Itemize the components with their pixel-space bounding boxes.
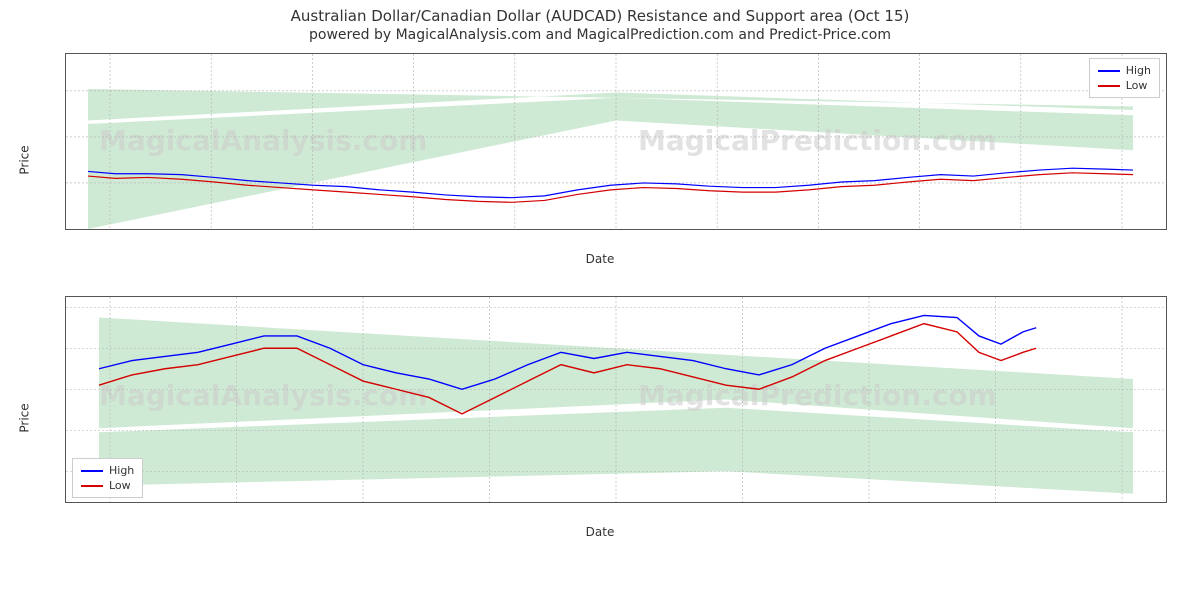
legend-label-low: Low bbox=[109, 479, 131, 492]
legend-label-high: High bbox=[109, 464, 134, 477]
legend-item-low: Low bbox=[1098, 78, 1151, 93]
plot-area-bottom: MagicalAnalysis.com MagicalPrediction.co… bbox=[65, 296, 1167, 503]
plot-area-top: MagicalAnalysis.com MagicalPrediction.co… bbox=[65, 53, 1167, 230]
legend-swatch-high bbox=[81, 470, 103, 472]
y-axis-label-top: Price bbox=[18, 145, 32, 174]
legend-top: High Low bbox=[1089, 58, 1160, 98]
chart-bottom: Price MagicalAnalysis.com MagicalPredict… bbox=[10, 296, 1190, 539]
legend-label-low: Low bbox=[1126, 79, 1148, 92]
legend-label-high: High bbox=[1126, 64, 1151, 77]
x-axis-label-top: Date bbox=[10, 252, 1190, 266]
y-axis-label-bottom: Price bbox=[18, 403, 32, 432]
legend-item-low: Low bbox=[81, 478, 134, 493]
chart-subtitle: powered by MagicalAnalysis.com and Magic… bbox=[10, 27, 1190, 43]
legend-item-high: High bbox=[1098, 63, 1151, 78]
x-axis-label-bottom: Date bbox=[10, 525, 1190, 539]
chart-title: Australian Dollar/Canadian Dollar (AUDCA… bbox=[10, 7, 1190, 25]
chart-top: Price MagicalAnalysis.com MagicalPredict… bbox=[10, 53, 1190, 266]
legend-swatch-low bbox=[1098, 85, 1120, 87]
legend-bottom: High Low bbox=[72, 458, 143, 498]
legend-swatch-high bbox=[1098, 70, 1120, 72]
page-root: Australian Dollar/Canadian Dollar (AUDCA… bbox=[10, 7, 1190, 539]
legend-swatch-low bbox=[81, 485, 103, 487]
legend-item-high: High bbox=[81, 463, 134, 478]
